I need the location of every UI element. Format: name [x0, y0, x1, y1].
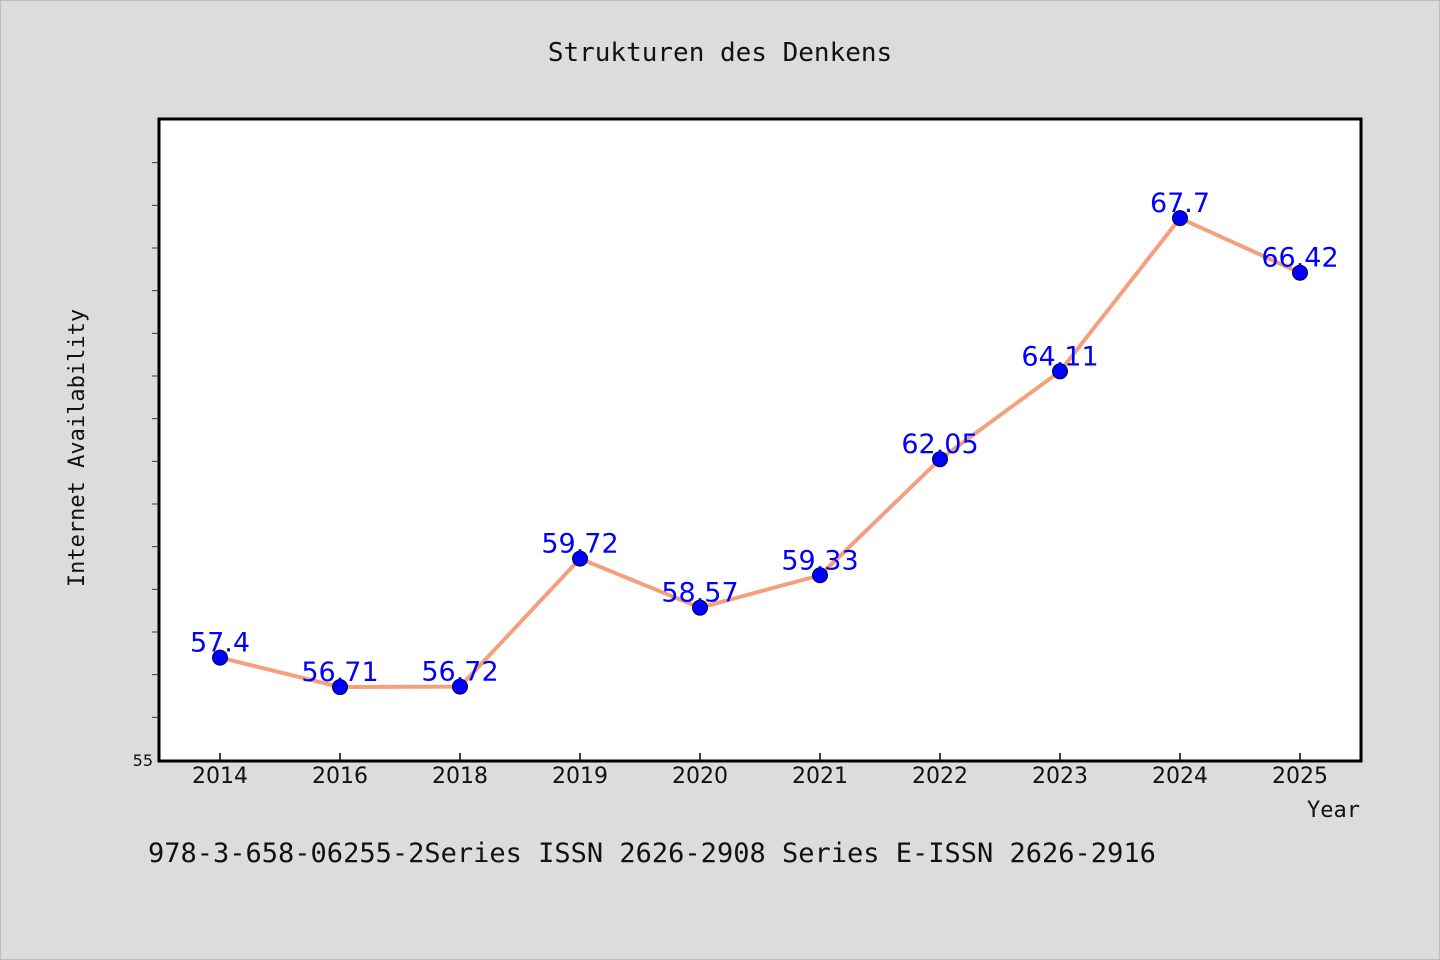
data-point [572, 550, 588, 567]
x-tick-label: 2024 [1152, 764, 1208, 789]
x-tick-label: 2022 [912, 764, 968, 789]
y-axis-ticks [152, 162, 159, 718]
data-label: 59.33 [781, 545, 858, 576]
x-tick-label: 2021 [792, 764, 848, 789]
footer-isbn-text: 978-3-658-06255-2Series ISSN 2626-2908 S… [148, 838, 1156, 869]
x-tick-label: 2019 [552, 764, 608, 789]
y-axis-label: Internet Availability [65, 309, 90, 587]
x-tick-label: 2020 [672, 764, 728, 789]
y-tick-label: 55 [133, 751, 153, 770]
data-point [1292, 264, 1308, 281]
x-tick-label: 2016 [312, 764, 368, 789]
x-tick-label: 2025 [1272, 764, 1328, 789]
data-point [1172, 210, 1188, 227]
data-point [452, 678, 468, 695]
data-label: 64.11 [1021, 341, 1098, 372]
data-label: 58.57 [661, 578, 738, 609]
data-point [692, 599, 708, 616]
data-point [332, 679, 348, 696]
data-point [932, 451, 948, 468]
x-tick-label: 2023 [1032, 764, 1088, 789]
data-label: 56.71 [301, 657, 378, 688]
data-label: 66.42 [1261, 243, 1338, 274]
data-point [212, 649, 228, 666]
x-axis-label: Year [1307, 798, 1360, 823]
x-axis-ticks: 2014 2016 2018 2019 2020 2021 2022 2023 2024 2025 [192, 753, 1328, 789]
plot-area [157, 117, 1363, 763]
x-tick-label: 2018 [432, 764, 488, 789]
series-line [218, 216, 1302, 690]
data-label: 56.72 [421, 657, 498, 688]
data-label: 67.7 [1150, 188, 1210, 219]
data-label: 57.4 [190, 628, 250, 659]
x-tick-label: 2014 [192, 764, 248, 789]
chart-title: Strukturen des Denkens [548, 38, 892, 68]
data-point [812, 567, 828, 584]
data-point [1052, 363, 1068, 380]
data-label: 59.72 [541, 529, 618, 560]
series-group: 57.4 56.71 56.72 59.72 58.57 59.33 62.05 64.11 6… [190, 188, 1339, 696]
data-label: 62.05 [901, 429, 978, 460]
